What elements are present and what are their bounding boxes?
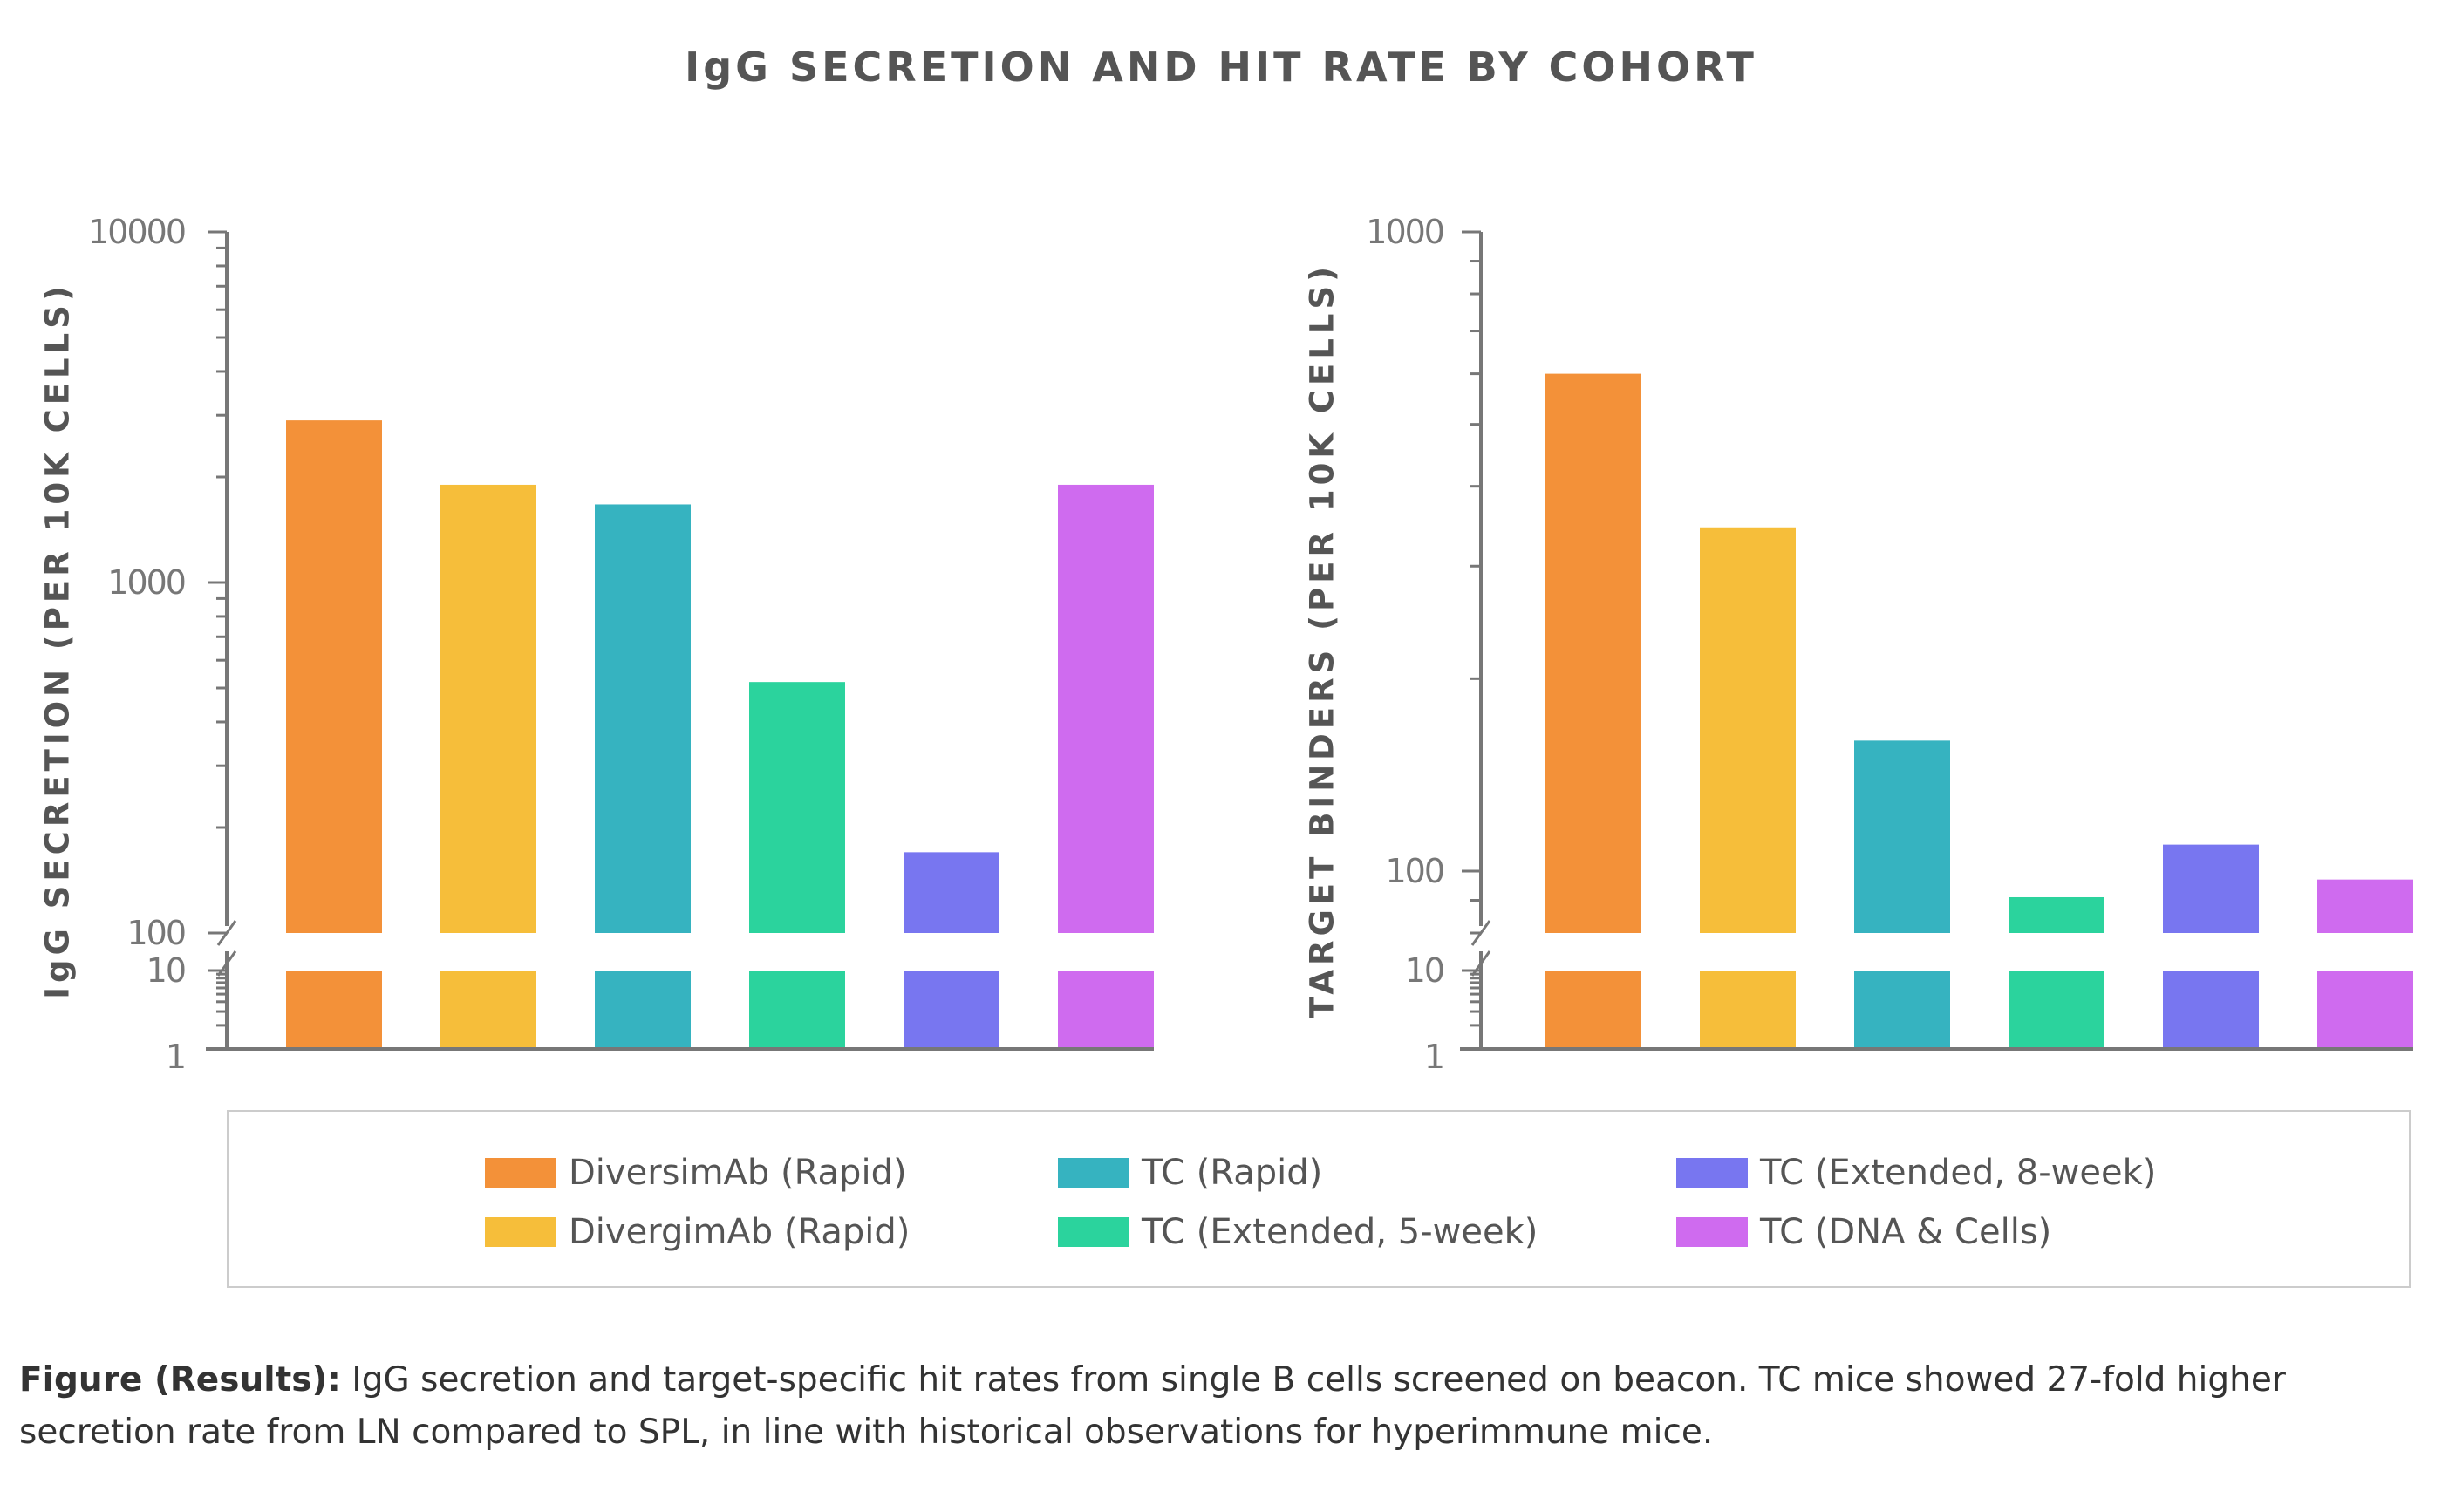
legend-item: TC (Extended, 5-week) — [1058, 1212, 1538, 1252]
legend-label: DivergimAb (Rapid) — [569, 1212, 911, 1252]
figure-caption: Figure (Results): IgG secretion and targ… — [19, 1354, 2426, 1459]
legend-label: DiversimAb (Rapid) — [569, 1153, 907, 1193]
legend-swatch — [1676, 1217, 1748, 1247]
bar-1-lower-segment — [1545, 971, 1641, 1047]
legend-swatch — [485, 1217, 556, 1247]
secretion-chart: IgG SECRETION (PER 10K CELLS) 10000 1000 10… — [39, 213, 1154, 1076]
bar-5-lower-segment — [904, 971, 999, 1047]
bar-4-lower-segment — [749, 971, 845, 1047]
bar-2-lower-segment — [440, 971, 536, 1047]
legend-swatch — [1058, 1217, 1129, 1247]
legend-item: TC (DNA & Cells) — [1676, 1212, 2052, 1252]
bar-6-lower-segment — [1058, 971, 1154, 1047]
legend-label: TC (Extended, 8-week) — [1760, 1153, 2157, 1193]
legend-label: TC (Rapid) — [1142, 1153, 1323, 1193]
y-tick-label: 100 — [126, 914, 185, 952]
y-axis-title: TARGET BINDERS (PER 10K CELLS) — [1304, 262, 1341, 1018]
chart-title: IgG SECRETION AND HIT RATE BY COHORT — [685, 44, 1757, 91]
y-tick-label: 1 — [1424, 1038, 1443, 1076]
legend: DiversimAb (Rapid) DivergimAb (Rapid) TC (… — [227, 1110, 2411, 1288]
bar-5: TC (Extended, 8-week): 170 — [904, 852, 999, 933]
legend-item: TC (Extended, 8-week) — [1676, 1153, 2157, 1193]
bar-2: DivergimAb (Rapid): 345 — [1700, 527, 1796, 933]
bar-6: TC (DNA & Cells): 97 — [2317, 879, 2413, 933]
bar-1: DiversimAb (Rapid): 600 — [1545, 373, 1641, 933]
legend-swatch — [1676, 1158, 1748, 1188]
bar-3: TC (Rapid): 160 — [1854, 740, 1950, 933]
caption-text: IgG secretion and target-specific hit ra… — [19, 1360, 2286, 1452]
target-binders-chart: TARGET BINDERS (PER 10K CELLS) 1000 100 10 1… — [1304, 213, 2413, 1076]
bar-5-lower-segment — [2163, 971, 2259, 1047]
y-tick-label: 100 — [1385, 852, 1443, 890]
legend-item: DivergimAb (Rapid) — [485, 1212, 911, 1252]
y-tick-label: 1 — [166, 1038, 185, 1076]
y-tick-label: 10000 — [88, 213, 185, 251]
bar-2: DivergimAb (Rapid): 1900 — [440, 484, 536, 933]
legend-item: TC (Rapid) — [1058, 1153, 1323, 1193]
bar-2-lower-segment — [1700, 971, 1796, 1047]
bar-5: TC (Extended, 8-week): 110 — [2163, 844, 2259, 933]
legend-swatch — [485, 1158, 556, 1188]
bar-3-lower-segment — [1854, 971, 1950, 1047]
bar-6: TC (DNA & Cells): 1900 — [1058, 484, 1154, 933]
bar-6-lower-segment — [2317, 971, 2413, 1047]
bar-4: TC (Extended, 5-week): 520 — [749, 682, 845, 933]
caption-label: Figure (Results): — [19, 1360, 341, 1400]
bar-1-lower-segment — [286, 971, 382, 1047]
y-tick-label: 10 — [1405, 951, 1443, 990]
bar-3: TC (Rapid): 1670 — [595, 504, 691, 933]
bar-3-lower-segment — [595, 971, 691, 1047]
legend-swatch — [1058, 1158, 1129, 1188]
legend-label: TC (DNA & Cells) — [1760, 1212, 2052, 1252]
y-tick-label: 1000 — [1366, 213, 1443, 251]
legend-label: TC (Extended, 5-week) — [1142, 1212, 1538, 1252]
y-tick-label: 1000 — [107, 563, 185, 602]
legend-item: DiversimAb (Rapid) — [485, 1153, 907, 1193]
bar-4-lower-segment — [2009, 971, 2104, 1047]
y-tick-label: 10 — [147, 951, 185, 990]
y-axis-title: IgG SECRETION (PER 10K CELLS) — [39, 282, 77, 999]
bar-4: TC (Extended, 5-week): 91 — [2009, 896, 2104, 933]
bar-1: DiversimAb (Rapid): 2900 — [286, 420, 382, 934]
